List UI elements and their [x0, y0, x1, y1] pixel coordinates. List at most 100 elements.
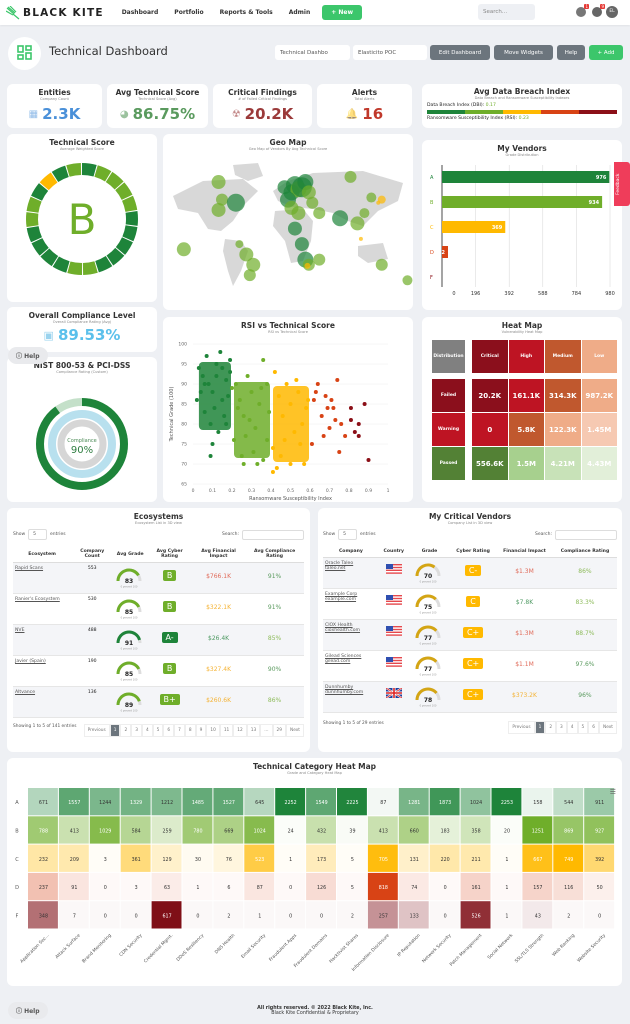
- page-link[interactable]: 6: [588, 721, 599, 734]
- page-link[interactable]: 12: [233, 724, 247, 737]
- page-link[interactable]: 9: [195, 724, 207, 737]
- column-header[interactable]: Ecosystem: [13, 546, 72, 563]
- chart-menu-icon[interactable]: ☰: [609, 788, 616, 796]
- brand-logo[interactable]: BLACK KITE: [6, 5, 104, 20]
- company-domain[interactable]: dunnhumby.com: [325, 690, 364, 695]
- heatmap-cell: [429, 872, 460, 901]
- company-link[interactable]: CIOX Health: [325, 623, 353, 628]
- company-link[interactable]: Dunnhumby: [325, 685, 354, 690]
- page-link[interactable]: 8: [184, 724, 196, 737]
- page-link[interactable]: Next: [285, 724, 304, 737]
- entries-select[interactable]: 5: [28, 529, 48, 540]
- feedback-tab[interactable]: Feedback: [614, 162, 630, 206]
- company-domain[interactable]: cioxhealth.com: [325, 628, 361, 633]
- menu-portfolio[interactable]: Portfolio: [174, 9, 204, 16]
- entries-select[interactable]: 5: [338, 529, 358, 540]
- heatmap-cell: [584, 816, 615, 844]
- scatter-point: [329, 398, 334, 402]
- company-domain[interactable]: example.com: [325, 597, 357, 602]
- column-header[interactable]: Cyber Rating: [450, 546, 496, 558]
- menu-reports-tools[interactable]: Reports & Tools: [219, 9, 273, 16]
- ecosystem-link[interactable]: Rapid Scans: [15, 566, 44, 571]
- page-link[interactable]: 10: [206, 724, 220, 737]
- company-domain[interactable]: gilead.com: [325, 659, 351, 664]
- ecosystem-link[interactable]: NVE: [15, 628, 25, 633]
- page-link[interactable]: 3: [556, 721, 567, 734]
- card-subtitle: RSI vs Technical Score: [268, 330, 308, 334]
- menu-dashboard[interactable]: Dashboard: [121, 9, 159, 16]
- heatmap-row-header: Passed: [432, 447, 465, 480]
- compliance-value: 89.53%: [57, 326, 121, 344]
- column-header[interactable]: Avg Compliance Rating: [245, 546, 304, 563]
- page-link[interactable]: …: [260, 724, 273, 737]
- page-link[interactable]: 5: [152, 724, 164, 737]
- page-link[interactable]: 3: [131, 724, 142, 737]
- kpi-card[interactable]: Avg Technical Score Technical Score (Avg…: [107, 84, 208, 128]
- dashboard-select[interactable]: Technical Dashbo: [275, 45, 350, 60]
- page-link[interactable]: 2: [120, 724, 132, 737]
- company-link[interactable]: Oracle Taleo: [325, 561, 354, 566]
- vendor-search-input[interactable]: [555, 529, 617, 540]
- column-header[interactable]: Avg Cyber Rating: [147, 546, 192, 563]
- page-link[interactable]: 4: [566, 721, 578, 734]
- help-floating-button-bottom[interactable]: ⓘ Help: [8, 1002, 48, 1019]
- heatmap-cell: [491, 901, 522, 929]
- column-header[interactable]: Grade: [408, 546, 451, 558]
- page-link[interactable]: 2: [545, 721, 557, 734]
- column-header[interactable]: Company Count: [71, 546, 114, 563]
- new-button[interactable]: + New: [322, 5, 362, 20]
- world-map[interactable]: [163, 151, 413, 301]
- edit-dashboard-button[interactable]: Edit Dashboard: [430, 45, 490, 60]
- search-input[interactable]: Search...: [478, 4, 535, 20]
- heatmap-cell-value: 3: [135, 885, 138, 891]
- page-link[interactable]: 7: [174, 724, 185, 737]
- page-link[interactable]: Next: [598, 721, 617, 734]
- ecosystem-link[interactable]: Altvance: [15, 690, 36, 695]
- company-domain[interactable]: taleo.net: [325, 566, 346, 571]
- company-select[interactable]: Elasticito POC: [353, 45, 427, 60]
- info-icon[interactable]: 9: [592, 4, 605, 17]
- avatar[interactable]: EL: [606, 6, 618, 18]
- heatmap-cell-value: 927: [595, 828, 604, 834]
- financial-impact: $1.1M: [496, 650, 553, 682]
- bell-icon[interactable]: 1: [576, 4, 589, 17]
- heatmap-cell-value: 133: [410, 913, 419, 919]
- grade-gauge: 780 percent 100: [415, 687, 441, 708]
- page-link[interactable]: 29: [272, 724, 286, 737]
- company-link[interactable]: Example Corp: [325, 592, 358, 597]
- kpi-card[interactable]: Critical Findings # of Failed Critical F…: [213, 84, 312, 128]
- column-header[interactable]: Avg Financial Impact: [191, 546, 246, 563]
- page-link[interactable]: Previous: [83, 724, 110, 737]
- heatmap-cell-value: 2: [351, 913, 354, 919]
- ecosystem-link[interactable]: Javier (Spain): [15, 659, 46, 664]
- page-link[interactable]: 5: [577, 721, 589, 734]
- move-widgets-button[interactable]: Move Widgets: [494, 45, 553, 60]
- page-link[interactable]: 1: [534, 721, 546, 734]
- column-header[interactable]: Avg Grade: [113, 546, 148, 563]
- page-link[interactable]: 6: [163, 724, 175, 737]
- help-button[interactable]: Help: [557, 45, 585, 60]
- page-link[interactable]: 1: [109, 724, 121, 737]
- donut-segment: [52, 256, 70, 273]
- ecosystem-search-input[interactable]: [242, 529, 304, 540]
- company-link[interactable]: Gilead Sciences: [325, 654, 362, 659]
- kpi-card[interactable]: Entities Company Count ▦ 2.3K: [7, 84, 102, 128]
- column-header[interactable]: Compliance Rating: [552, 546, 617, 558]
- page-link[interactable]: Previous: [508, 721, 535, 734]
- add-button[interactable]: + Add: [589, 45, 623, 60]
- column-header[interactable]: Country: [378, 546, 409, 558]
- heatmap-cell: [429, 844, 460, 872]
- page-link[interactable]: 13: [246, 724, 261, 737]
- heatmap-cell: [182, 901, 213, 929]
- column-header[interactable]: Financial Impact: [496, 546, 553, 558]
- column-header[interactable]: Company: [323, 546, 379, 558]
- page-link[interactable]: 11: [219, 724, 234, 737]
- menu-admin[interactable]: Admin: [288, 9, 311, 16]
- kpi-card[interactable]: Alerts Total Alerts 🔔 16: [317, 84, 412, 128]
- scatter-point: [325, 406, 330, 410]
- help-floating-button[interactable]: ⓘ Help: [8, 347, 48, 364]
- table-row: Example Corp example.com 75 0 percent 100 C $…: [323, 588, 617, 620]
- heatmap-cell-value: 43: [535, 913, 541, 919]
- ecosystem-link[interactable]: Ranier's Ecosystem: [15, 597, 60, 602]
- page-link[interactable]: 4: [141, 724, 153, 737]
